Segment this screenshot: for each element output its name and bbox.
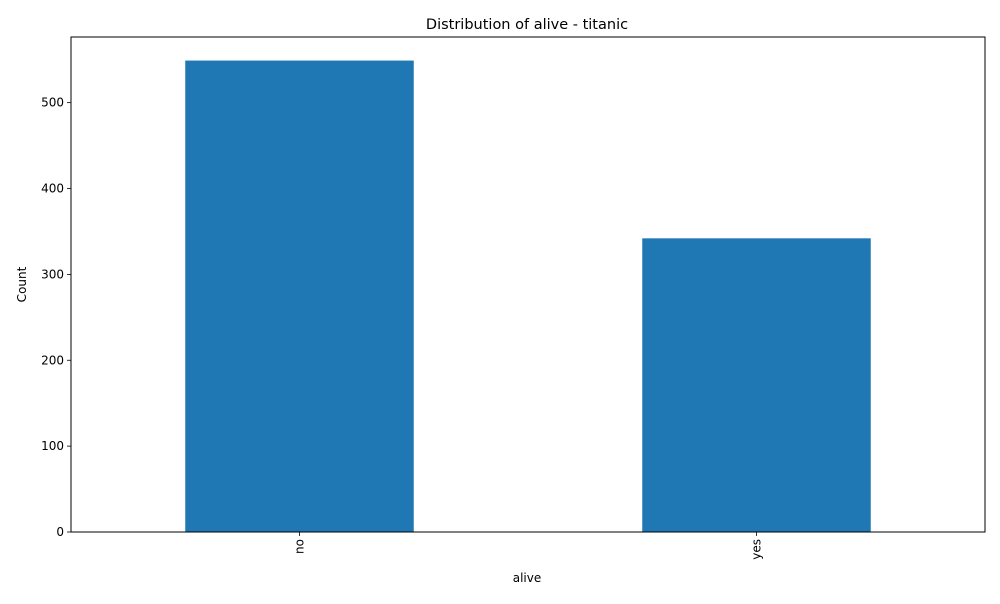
x-tick-label-yes: yes bbox=[750, 539, 764, 560]
y-tick-label-0: 0 bbox=[56, 525, 64, 539]
y-tick-label-300: 300 bbox=[41, 267, 64, 281]
bar-yes bbox=[642, 238, 871, 532]
bar-no bbox=[185, 60, 414, 532]
axes-frame bbox=[70, 36, 986, 533]
x-tick-label-no: no bbox=[293, 539, 307, 554]
y-tick-label-400: 400 bbox=[41, 182, 64, 196]
x-axis-label: alive bbox=[513, 571, 542, 585]
y-axis-label: Count bbox=[15, 266, 29, 302]
chart-title: Distribution of alive - titanic bbox=[426, 17, 628, 33]
y-tick-label-200: 200 bbox=[41, 353, 64, 367]
plot-area: no yes 0 100 200 300 400 500 bbox=[41, 60, 871, 560]
y-tick-label-500: 500 bbox=[41, 96, 64, 110]
y-tick-label-100: 100 bbox=[41, 439, 64, 453]
